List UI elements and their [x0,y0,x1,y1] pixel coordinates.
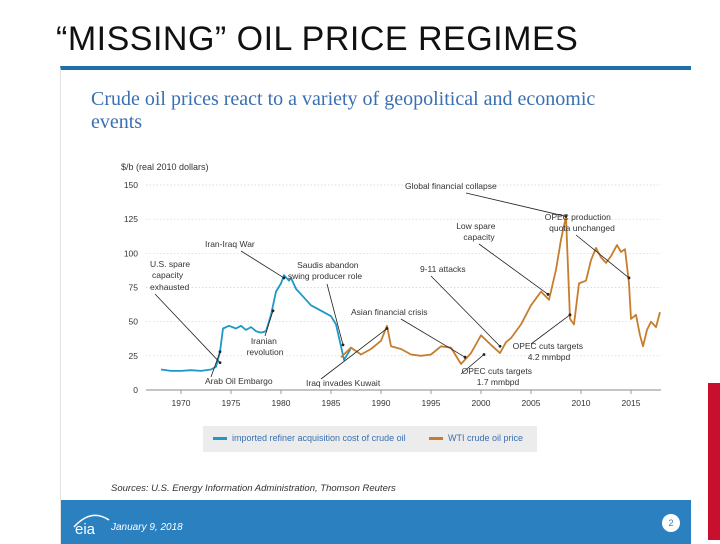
annotation-arrow-head [627,276,631,280]
annotation-opec-production-line1: OPEC production [545,212,611,222]
eia-logo: eia [73,514,110,536]
eia-logo-text: eia [75,521,96,536]
x-tick-label: 1970 [172,398,191,408]
legend-swatch-orange [429,437,443,441]
annotation-arrow [264,310,274,337]
x-tick-labels: 1970 1975 1980 1985 1990 1995 2000 2005 2010 2015 [172,390,641,408]
x-tick-label: 1985 [322,398,341,408]
x-tick-label: 2005 [522,398,541,408]
annotation-arrow-head [568,313,572,317]
annotation-arrow-head [282,276,286,280]
slide-title: “MISSING” OIL PRICE REGIMES [56,20,579,58]
annotation-us-spare-line2: capacity [152,270,184,280]
series-line-imported [160,274,352,372]
annotation-iranian-line2: revolution [247,347,284,357]
annotation-opec-cuts-17: OPEC cuts targets 1.7 mmbpd [462,366,535,387]
annotation-low-spare: Low spare capacity [456,221,498,242]
annotation-arrow [154,293,221,363]
annotation-arrow-head [341,343,345,347]
slide-footer: eia January 9, 2018 2 [61,500,691,544]
x-tick-label: 2010 [572,398,591,408]
annotation-opec-cuts-17-line2: 1.7 mmbpd [477,377,520,387]
annotation-us-spare: U.S. spare capacity exhausted [150,259,193,292]
annotation-opec-cuts-17-line1: OPEC cuts targets [462,366,532,376]
series-line-wti [340,215,661,365]
x-tick-label: 2015 [622,398,641,408]
annotation-opec-production-line2: quota unchanged [549,223,615,233]
y-tick-labels: 0 25 50 75 100 125 150 [124,180,138,395]
annotation-opec-cuts-42-line2: 4.2 mmbpd [528,352,571,362]
y-tick-label: 50 [129,317,139,327]
y-tick-label: 0 [133,385,138,395]
annotation-arrow [326,283,344,346]
oil-price-chart: $/b (real 2010 dollars) 0 25 50 75 100 125 150… [121,162,661,408]
annotation-low-spare-line2: capacity [463,232,495,242]
annotation-arrow [530,314,571,345]
legend-label-imported: imported refiner acquisition cost of cru… [232,433,406,443]
annotations: Global financial collapse OPEC productio… [150,181,615,388]
chart-legend: imported refiner acquisition cost of cru… [203,426,537,452]
annotation-opec-cuts-42-line1: OPEC cuts targets [513,341,583,351]
annotation-arrow-head [463,355,467,359]
annotation-arrow [210,351,221,378]
annotation-arab-embargo: Arab Oil Embargo [205,376,273,386]
legend-swatch-blue [213,437,227,441]
annotation-arrow-head [498,344,502,348]
annotation-arrow [460,354,485,375]
y-tick-label: 75 [129,283,139,293]
annotation-global-financial-collapse: Global financial collapse [405,181,497,191]
annotation-arrow-head [546,292,550,296]
annotation-saudis-line2: swing producer role [288,271,362,281]
y-tick-label: 125 [124,214,138,224]
annotation-iraq-kuwait: Iraq invades Kuwait [306,378,381,388]
annotation-iranian-line1: Iranian [251,336,277,346]
annotation-arrow [320,328,388,380]
annotation-arrow-head [218,350,222,354]
slide-date: January 9, 2018 [111,522,183,533]
annotation-arrow-head [271,309,275,313]
y-axis-label: $/b (real 2010 dollars) [121,162,209,172]
annotation-iran-iraq: Iran-Iraq War [205,239,255,249]
x-tick-label: 1990 [372,398,391,408]
annotation-arrow-head [218,361,222,365]
slide-content-panel: Crude oil prices react to a variety of g… [60,66,691,544]
legend-label-wti: WTI crude oil price [448,433,524,443]
annotation-us-spare-line3: exhausted [150,282,189,292]
annotation-saudis: Saudis abandon swing producer role [288,260,362,281]
annotation-arrow [478,243,549,295]
y-tick-label: 150 [124,180,138,190]
annotation-arrow [465,192,567,217]
annotation-nine-eleven: 9-11 attacks [420,264,466,274]
accent-bar [708,383,720,540]
x-tick-label: 1995 [422,398,441,408]
grid-lines [146,184,661,391]
annotation-arrow-head [482,353,486,356]
annotation-arrow-head [385,327,389,330]
annotation-arrow [430,275,501,347]
annotation-arrow [400,318,466,358]
annotation-opec-production: OPEC production quota unchanged [545,212,615,233]
annotation-asian: Asian financial crisis [351,307,428,317]
y-tick-label: 100 [124,248,138,258]
legend-item-wti: WTI crude oil price [429,433,523,443]
x-tick-label: 2000 [472,398,491,408]
x-tick-label: 1975 [222,398,241,408]
annotation-opec-cuts-42: OPEC cuts targets 4.2 mmbpd [513,341,586,362]
y-tick-label: 25 [129,351,139,361]
annotation-low-spare-line1: Low spare [456,221,495,231]
chart-headline: Crude oil prices react to a variety of g… [91,88,596,133]
annotation-arrow-head [564,215,568,218]
x-tick-label: 1980 [272,398,291,408]
annotation-arrow [575,234,630,279]
series-lines [160,215,661,372]
page-number: 2 [662,514,680,532]
annotation-iranian: Iranian revolution [247,336,284,357]
legend-item-imported: imported refiner acquisition cost of cru… [213,433,406,443]
sources-note: Sources: U.S. Energy Information Adminis… [111,483,396,494]
annotation-us-spare-line1: U.S. spare [150,259,190,269]
annotation-arrows [154,192,631,380]
annotation-arrow [240,250,285,279]
annotation-saudis-line1: Saudis abandon [297,260,359,270]
